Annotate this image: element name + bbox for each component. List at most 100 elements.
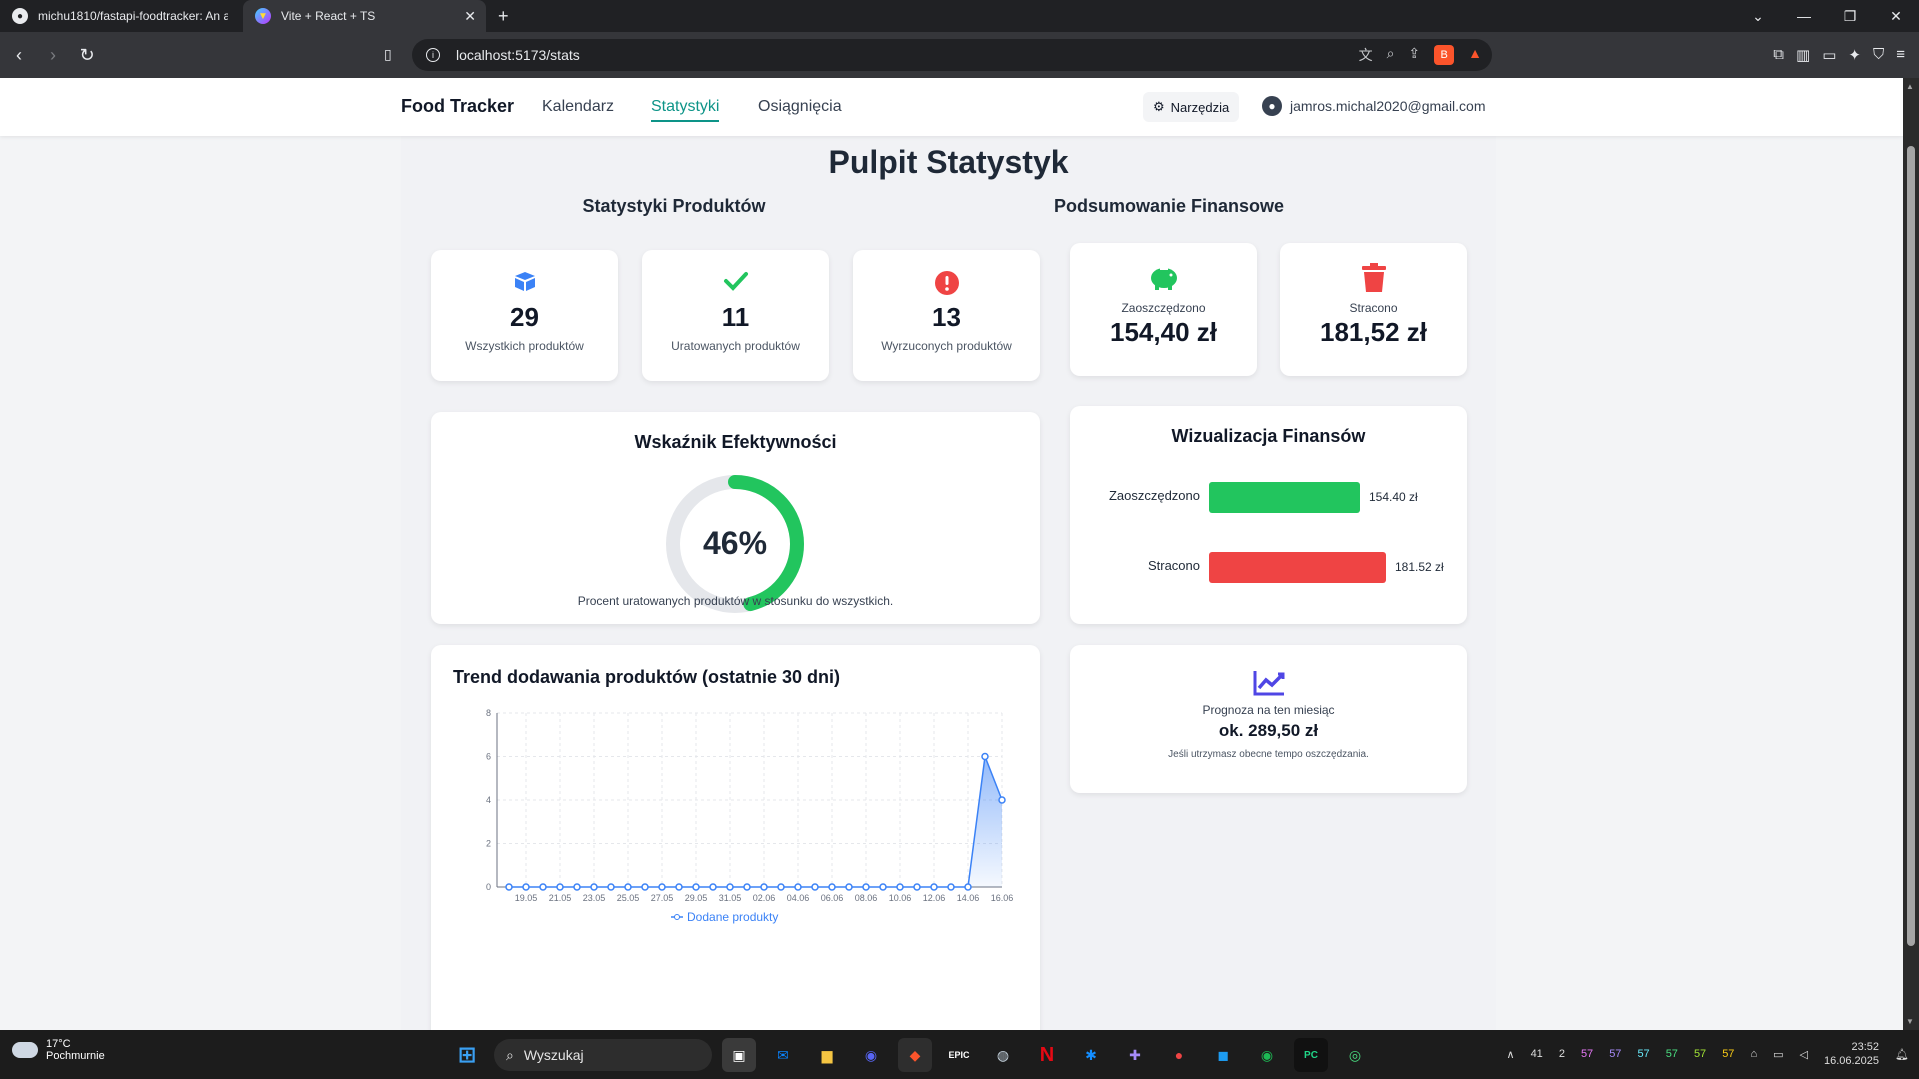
scroll-up-icon[interactable]: ▲ xyxy=(1906,82,1914,91)
data-point[interactable] xyxy=(913,883,921,891)
restore-button[interactable]: ❐ xyxy=(1843,7,1857,24)
x-tick-label: 02.06 xyxy=(753,893,776,903)
pycharm-icon[interactable]: PC xyxy=(1294,1038,1328,1072)
epic-games-icon[interactable]: EPIC xyxy=(948,1050,970,1060)
data-point[interactable] xyxy=(794,883,802,891)
bookmark-icon[interactable]: ▯ xyxy=(384,46,392,62)
zoom-icon[interactable]: ⌕ xyxy=(1386,45,1395,61)
series-area xyxy=(509,756,1002,887)
forward-icon[interactable]: › xyxy=(50,44,56,65)
data-point[interactable] xyxy=(743,883,751,891)
gamepad-icon[interactable]: ✚ xyxy=(1129,1046,1141,1063)
data-point[interactable] xyxy=(692,883,700,891)
file-explorer-icon[interactable]: ▆ xyxy=(821,1046,833,1063)
data-point[interactable] xyxy=(658,883,666,891)
data-point[interactable] xyxy=(726,883,734,891)
tray-chevron-icon[interactable]: ∧ xyxy=(1506,1048,1515,1061)
extensions-icon[interactable]: ⧉ xyxy=(1773,46,1785,63)
data-point[interactable] xyxy=(845,883,853,891)
brave-browser-icon[interactable]: ◆ xyxy=(898,1038,932,1072)
windows-start-icon[interactable]: ⊞ xyxy=(457,1042,477,1067)
minimize-button[interactable]: — xyxy=(1797,8,1811,24)
nav-link-statystyki[interactable]: Statystyki xyxy=(651,98,720,122)
menu-icon[interactable]: ≡ xyxy=(1896,46,1905,63)
scrollbar-thumb[interactable] xyxy=(1907,146,1915,946)
battlenet-icon[interactable]: ✱ xyxy=(1085,1046,1097,1063)
close-tab-icon[interactable]: ✕ xyxy=(464,8,476,24)
brave-rewards-icon[interactable]: ▲ xyxy=(1468,45,1482,61)
page-scrollbar[interactable]: ▲ ▼ xyxy=(1903,78,1919,1030)
data-point[interactable] xyxy=(947,883,955,891)
clock[interactable]: 23:52 16.06.2025 xyxy=(1824,1040,1879,1068)
discord-icon[interactable]: ◉ xyxy=(864,1046,878,1063)
weather-widget[interactable]: 17°C Pochmurnie xyxy=(12,1038,105,1062)
notification-icon[interactable]: 🔔︎ xyxy=(1895,1048,1909,1061)
globe-app-icon[interactable]: ◎ xyxy=(1348,1046,1362,1063)
data-point[interactable] xyxy=(777,883,785,891)
address-bar[interactable]: i localhost:5173/stats 文 ⌕ ⇪ B ▲ xyxy=(412,39,1492,71)
x-tick-label: 23.05 xyxy=(583,893,606,903)
data-point[interactable] xyxy=(607,883,615,891)
data-point[interactable] xyxy=(760,883,768,891)
data-point[interactable] xyxy=(930,883,938,891)
data-point[interactable] xyxy=(505,883,513,891)
tab-github[interactable]: ● michu1810/fastapi-foodtracker: An ap xyxy=(0,0,243,32)
task-view-icon[interactable]: ▣ xyxy=(722,1038,756,1072)
data-point[interactable] xyxy=(828,883,836,891)
site-info-icon[interactable]: i xyxy=(426,48,440,62)
data-point[interactable] xyxy=(556,883,564,891)
data-point[interactable] xyxy=(862,883,870,891)
brand-logo[interactable]: Food Tracker xyxy=(401,96,515,116)
data-point[interactable] xyxy=(998,796,1006,804)
back-icon[interactable]: ‹ xyxy=(16,44,22,65)
reload-icon[interactable]: ↻ xyxy=(79,44,95,65)
docker-icon[interactable]: ◼ xyxy=(1217,1046,1229,1063)
data-point[interactable] xyxy=(896,883,904,891)
data-point[interactable] xyxy=(709,883,717,891)
translate-icon[interactable]: 文 xyxy=(1358,47,1373,63)
display-icon[interactable]: ▭ xyxy=(1773,1048,1784,1061)
data-point[interactable] xyxy=(964,883,972,891)
y-tick-label: 2 xyxy=(486,839,491,849)
data-point[interactable] xyxy=(573,883,581,891)
tray-number: 57 xyxy=(1609,1048,1622,1060)
wallet-icon[interactable]: ▭ xyxy=(1822,47,1837,64)
data-point[interactable] xyxy=(981,752,989,761)
piggy-bank-icon xyxy=(1070,263,1257,291)
data-point[interactable] xyxy=(624,883,632,891)
share-icon[interactable]: ⇪ xyxy=(1408,45,1421,61)
user-email: jamros.michal2020@gmail.com xyxy=(1290,98,1486,114)
mail-icon[interactable]: ✉ xyxy=(777,1046,789,1063)
data-point[interactable] xyxy=(675,883,683,891)
tab-vite[interactable]: ▼ Vite + React + TS ✕ xyxy=(243,0,486,32)
sidebar-icon[interactable]: ▥ xyxy=(1796,47,1811,64)
leo-ai-icon[interactable]: ✦ xyxy=(1848,47,1861,64)
netflix-icon[interactable]: N xyxy=(1039,1043,1055,1066)
stat-value: 13 xyxy=(932,302,961,332)
brave-shields-icon[interactable]: B xyxy=(1434,45,1455,65)
volume-icon[interactable]: ◁ xyxy=(1799,1048,1808,1061)
steam-icon[interactable]: ◍ xyxy=(996,1046,1010,1063)
network-icon[interactable]: ⌂ xyxy=(1750,1048,1758,1060)
vpn-icon[interactable]: ⛉ xyxy=(1872,46,1885,63)
tab-search-icon[interactable]: ⌄ xyxy=(1752,7,1764,24)
data-point[interactable] xyxy=(641,883,649,891)
finance-card-lost: Stracono 181,52 zł xyxy=(1280,243,1467,376)
nav-link-kalendarz[interactable]: Kalendarz xyxy=(542,98,615,115)
stat-card-wasted: 13 Wyrzuconych produktów xyxy=(853,250,1040,381)
data-point[interactable] xyxy=(590,883,598,891)
taskbar-search[interactable]: ⌕ Wyszukaj xyxy=(494,1039,712,1071)
nav-link-osiagniecia[interactable]: Osiągnięcia xyxy=(758,98,842,115)
spotify-icon[interactable]: ◉ xyxy=(1260,1046,1274,1063)
user-menu[interactable]: ● jamros.michal2020@gmail.com xyxy=(1262,96,1486,116)
close-window-button[interactable]: ✕ xyxy=(1890,7,1902,24)
tools-button[interactable]: ⚙ Narzędzia xyxy=(1143,92,1240,122)
data-point[interactable] xyxy=(811,883,819,891)
data-point[interactable] xyxy=(879,883,887,891)
app-red-icon[interactable]: ● xyxy=(1174,1047,1184,1063)
forecast-value: ok. 289,50 zł xyxy=(1218,721,1319,740)
new-tab-button[interactable]: + xyxy=(498,5,509,26)
data-point[interactable] xyxy=(539,883,547,891)
data-point[interactable] xyxy=(522,883,530,891)
scroll-down-icon[interactable]: ▼ xyxy=(1906,1017,1914,1026)
